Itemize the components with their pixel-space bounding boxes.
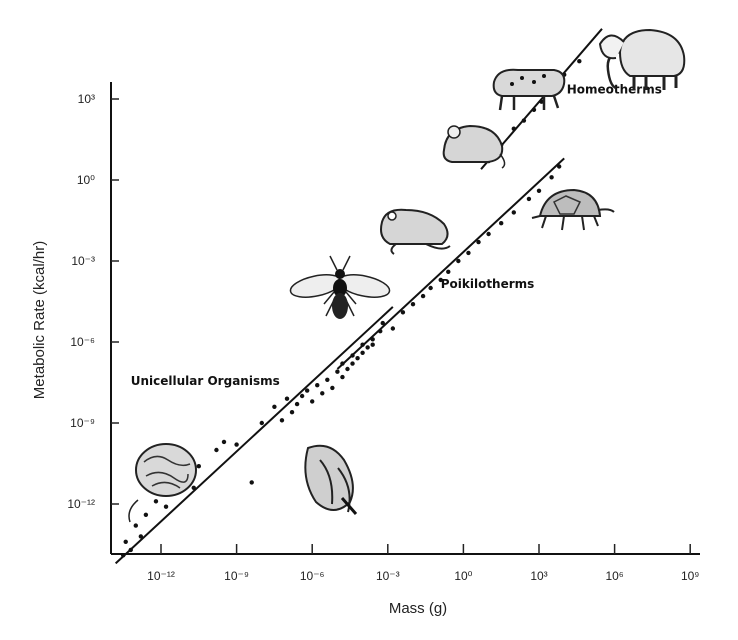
- protozoan-icon: [304, 444, 358, 515]
- x-tick-label: 10⁻⁹: [224, 569, 249, 583]
- turtle-icon: [531, 188, 615, 231]
- data-point-unicellular-organisms: [259, 420, 264, 426]
- y-ticks: 10³ 10⁰ 10⁻³ 10⁻⁶ 10⁻⁹ 10⁻¹²: [67, 92, 119, 511]
- x-tick-label: 10⁻¹²: [147, 569, 175, 583]
- data-point-unicellular-organisms: [335, 369, 340, 374]
- data-point-unicellular-organisms: [365, 345, 370, 350]
- data-point-homeotherms: [531, 107, 537, 113]
- frog-icon: [380, 208, 451, 255]
- data-point-poikilotherms: [456, 258, 461, 264]
- data-point-homeotherms: [521, 118, 527, 123]
- data-point-unicellular-organisms: [249, 480, 254, 485]
- data-point-poikilotherms: [340, 361, 345, 366]
- data-point-unicellular-organisms: [304, 388, 310, 393]
- leopard-icon: [492, 68, 566, 111]
- y-tick-label: 10⁻³: [71, 254, 95, 268]
- data-point-homeotherms: [511, 126, 516, 131]
- data-point-unicellular-organisms: [294, 401, 300, 407]
- data-point-unicellular-organisms: [143, 512, 149, 517]
- data-point-poikilotherms: [350, 353, 355, 358]
- x-ticks: 10⁻¹² 10⁻⁹ 10⁻⁶ 10⁻³ 10⁰ 10³ 10⁶ 10⁹: [147, 544, 699, 583]
- x-tick-label: 10⁻⁶: [300, 569, 325, 583]
- data-point-unicellular-organisms: [196, 464, 201, 469]
- data-point-poikilotherms: [370, 337, 375, 342]
- data-point-poikilotherms: [446, 269, 451, 274]
- data-point-unicellular-organisms: [123, 539, 128, 544]
- data-point-unicellular-organisms: [325, 377, 330, 382]
- data-point-unicellular-organisms: [289, 410, 295, 415]
- data-point-unicellular-organisms: [320, 391, 325, 396]
- data-point-unicellular-organisms: [330, 385, 335, 391]
- data-point-unicellular-organisms: [345, 366, 350, 372]
- y-tick-label: 10⁰: [77, 173, 95, 187]
- y-tick-label: 10⁻⁶: [70, 335, 95, 349]
- x-tick-label: 10⁻³: [376, 569, 400, 583]
- elephant-icon: [598, 28, 686, 90]
- data-point-unicellular-organisms: [153, 499, 159, 504]
- data-point-unicellular-organisms: [284, 396, 290, 401]
- data-point-homeotherms: [577, 59, 582, 64]
- data-point-unicellular-organisms: [378, 329, 383, 334]
- data-point-unicellular-organisms: [299, 393, 305, 399]
- data-point-poikilotherms: [486, 231, 491, 237]
- x-tick-label: 10⁶: [605, 569, 623, 583]
- data-point-unicellular-organisms: [163, 504, 169, 509]
- data-point-unicellular-organisms: [315, 383, 320, 388]
- data-point-poikilotherms: [428, 285, 433, 291]
- data-point-poikilotherms: [360, 342, 365, 347]
- data-point-poikilotherms: [390, 326, 396, 331]
- data-point-unicellular-organisms: [128, 547, 133, 553]
- x-tick-label: 10³: [530, 569, 547, 583]
- amoeba-icon: [128, 443, 197, 523]
- x-axis-label: Mass (g): [389, 600, 447, 617]
- data-point-poikilotherms: [466, 250, 471, 256]
- x-tick-label: 10⁰: [454, 569, 472, 583]
- data-point-poikilotherms: [420, 293, 426, 299]
- y-tick-label: 10⁻¹²: [67, 497, 95, 511]
- data-point-unicellular-organisms: [133, 523, 138, 528]
- data-point-unicellular-organisms: [138, 534, 144, 539]
- data-point-poikilotherms: [549, 175, 554, 180]
- y-tick-label: 10⁻⁹: [70, 416, 95, 430]
- x-tick-label: 10⁹: [681, 569, 700, 583]
- mouse-icon: [442, 124, 506, 169]
- data-point-unicellular-organisms: [121, 553, 126, 558]
- data-point-unicellular-organisms: [191, 485, 196, 490]
- data-point-unicellular-organisms: [355, 356, 360, 361]
- data-point-unicellular-organisms: [279, 418, 285, 423]
- data-point-poikilotherms: [476, 239, 481, 245]
- axes: [110, 82, 700, 555]
- data-point-poikilotherms: [536, 188, 542, 193]
- data-point-unicellular-organisms: [214, 447, 219, 453]
- group-label-poikilotherms: Poikilotherms: [441, 277, 535, 291]
- y-tick-label: 10³: [78, 92, 95, 106]
- data-point-poikilotherms: [438, 277, 443, 283]
- data-point-poikilotherms: [400, 310, 406, 315]
- data-point-poikilotherms: [556, 164, 562, 169]
- data-point-poikilotherms: [499, 221, 504, 226]
- data-point-unicellular-organisms: [272, 404, 277, 409]
- data-point-unicellular-organisms: [221, 439, 227, 445]
- y-axis-label: Metabolic Rate (kcal/hr): [31, 241, 48, 399]
- fit-line-unicellular-organisms: [114, 306, 394, 565]
- group-label-unicellular-organisms: Unicellular Organisms: [131, 374, 280, 388]
- data-point-unicellular-organisms: [370, 342, 375, 347]
- data-point-poikilotherms: [410, 302, 416, 307]
- data-point-poikilotherms: [380, 320, 385, 326]
- data-point-unicellular-organisms: [360, 350, 365, 355]
- data-point-unicellular-organisms: [350, 361, 355, 366]
- data-point-poikilotherms: [526, 196, 532, 202]
- data-point-poikilotherms: [511, 210, 516, 215]
- data-point-unicellular-organisms: [234, 442, 239, 447]
- data-point-homeotherms: [539, 99, 544, 104]
- data-point-unicellular-organisms: [340, 374, 345, 380]
- bee-icon: [289, 255, 391, 319]
- fit-line-poikilotherms: [336, 157, 565, 370]
- group-labels: Unicellular Organisms Poikilotherms Homeot…: [131, 83, 662, 389]
- data-point-unicellular-organisms: [310, 399, 315, 404]
- group-label-homeotherms: Homeotherms: [567, 83, 662, 97]
